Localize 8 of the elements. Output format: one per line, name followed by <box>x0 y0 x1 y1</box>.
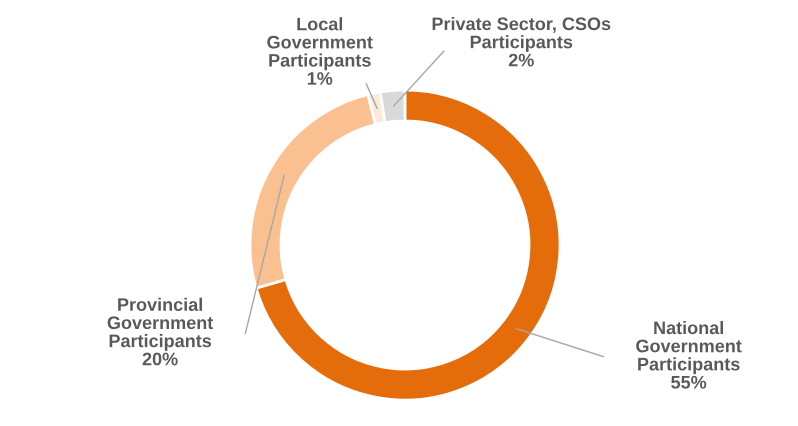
slice-label: Local Government Participants <box>267 17 373 70</box>
slice-label: Provincial Government Participants <box>108 298 214 351</box>
data-label: 1% <box>308 72 332 85</box>
data-label: 2% <box>508 54 534 66</box>
data-label: 20% <box>142 352 178 366</box>
slice-label: Private Sector, CSOs Participants <box>432 16 610 52</box>
slice-label: National Government Participants <box>636 320 742 374</box>
data-label: 55% <box>671 376 706 389</box>
